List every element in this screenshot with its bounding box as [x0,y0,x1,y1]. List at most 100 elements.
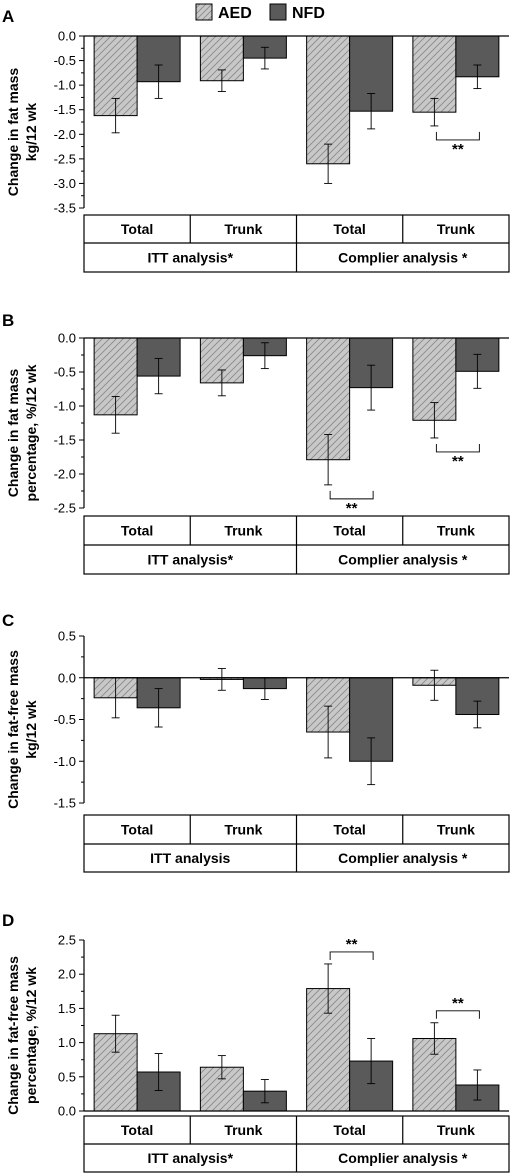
error-bar [324,434,333,486]
panel-letter: D [2,911,14,930]
error-bar [154,688,163,728]
y-tick-label: 2.0 [58,967,76,982]
error-bar [367,93,376,130]
y-tick-label: -1.5 [54,102,76,117]
category-label: Trunk [437,822,475,838]
y-axis-label-line: Change in fat mass [5,369,21,498]
category-label: Trunk [437,523,475,539]
panel-a: A Change in fat mass kg/12 wk 0.0 -0.5 -1.0 -1… [2,7,510,273]
category-label: Trunk [224,822,262,838]
error-bar [111,396,120,434]
error-bar [260,342,269,370]
y-tick-label: 0.5 [58,1069,76,1084]
panel-letter: B [2,311,14,330]
error-bar [324,963,333,1014]
group-label: ITT analysis* [147,250,233,266]
group-label: ITT analysis* [147,552,233,568]
error-bar [430,97,439,127]
y-axis-label-line: Change in fat-free mass [5,650,21,809]
error-bar [473,1069,482,1101]
legend-label-nfd: NFD [292,5,325,22]
category-label: Total [121,822,153,838]
significance-bracket: ** [329,936,374,960]
error-bar [154,357,163,395]
category-label: Total [333,1122,365,1138]
y-tick-label: 0.0 [58,670,76,685]
category-table: Total Trunk Total Trunk ITT analysis* Complie… [83,1115,510,1173]
y-tick-label: -3.5 [54,201,76,216]
error-bar [367,364,376,411]
error-bar [473,64,482,90]
group-label: Complier analysis * [338,850,468,866]
error-bar [217,1055,226,1080]
error-bar [324,705,333,759]
y-tick-label: -2.0 [54,467,76,482]
error-bar [111,1014,120,1053]
panel-c: C Change in fat-free mass kg/12 wk 0.5 0.0 -0… [2,611,510,873]
category-table: Total Trunk Total Trunk ITT analysis Complier… [83,814,510,873]
significance-label: ** [346,936,358,953]
group-label: Complier analysis * [338,250,468,266]
category-label: Trunk [437,221,475,237]
y-tick-label: 1.5 [58,1001,76,1016]
y-tick-label: -3.0 [54,176,76,191]
error-bar [217,369,226,397]
y-tick-label: -1.5 [54,796,76,811]
y-tick-label: -1.5 [54,433,76,448]
category-label: Total [121,523,153,539]
category-label: Total [333,221,365,237]
y-axis-label-line: percentage, %/12 wk [23,967,39,1104]
legend: AED NFD [195,3,325,22]
panel-d: D Change in fat-free mass percentage, %/12… [2,911,510,1173]
y-tick-label: -2.0 [54,127,76,142]
error-bar [473,700,482,729]
significance-bracket: ** [435,443,480,470]
error-bar [154,64,163,99]
error-bar [430,1022,439,1055]
error-bar [367,1038,376,1085]
error-bar [473,353,482,389]
y-tick-label: -0.5 [54,712,76,727]
category-label: Total [121,1122,153,1138]
y-axis-label-line: kg/12 wk [23,103,39,162]
y-tick-label: 0.5 [58,629,76,644]
y-axis-label-line: Change in fat mass [5,68,21,197]
legend-swatch-nfd [269,3,287,21]
category-table: Total Trunk Total Trunk ITT analysis* Complie… [83,214,510,273]
panel-letter: A [2,7,14,26]
y-tick-label: 2.5 [58,933,76,948]
group-label: ITT analysis* [147,1150,233,1166]
y-tick-label: -1.0 [54,78,76,93]
group-label: Complier analysis * [338,552,468,568]
panel-letter: C [2,611,14,630]
category-label: Trunk [224,1122,262,1138]
category-table: Total Trunk Total Trunk ITT analysis* Complie… [83,515,510,575]
group-label: ITT analysis [150,850,230,866]
y-tick-label: -1.0 [54,399,76,414]
y-axis-label-line: Change in fat-free mass [5,956,21,1115]
error-bar [217,69,226,92]
y-tick-label: 0.0 [58,29,76,44]
error-bar [260,46,269,70]
y-tick-label: -1.0 [54,754,76,769]
error-bar [367,737,376,786]
y-tick-label: -2.5 [54,151,76,166]
error-bar [430,669,439,701]
significance-label: ** [452,453,464,470]
significance-label: ** [452,141,464,158]
significance-bracket: ** [329,490,374,517]
error-bar [154,1053,163,1091]
category-label: Trunk [224,523,262,539]
y-tick-label: 0.0 [58,1104,76,1119]
y-tick-label: -2.5 [54,501,76,516]
significance-label: ** [346,500,358,517]
legend-label-aed: AED [218,5,252,22]
y-axis-label-line: percentage, %/12 wk [23,364,39,501]
error-bar [111,97,120,134]
significance-bracket: ** [435,131,480,158]
category-label: Trunk [224,221,262,237]
significance-bracket: ** [435,995,480,1019]
y-tick-label: -0.5 [54,53,76,68]
